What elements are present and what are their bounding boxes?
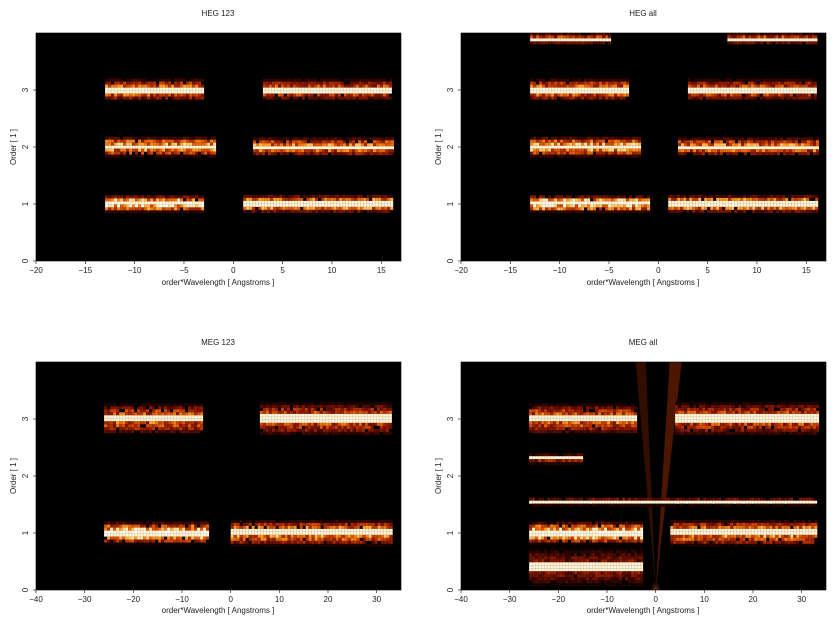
x-tick-label: −20	[127, 595, 141, 604]
band-order-1	[230, 519, 393, 547]
heatmap-cells	[105, 78, 394, 216]
plot-area	[36, 362, 401, 590]
heatmap-cells	[530, 33, 819, 216]
y-tick-label: 0	[446, 587, 455, 592]
y-axis-label: Order [ 1 ]	[434, 458, 443, 494]
x-tick-label: 30	[372, 595, 381, 604]
x-tick-label: −30	[78, 595, 92, 604]
x-tick-label: 20	[324, 595, 333, 604]
x-tick-label: −10	[175, 595, 189, 604]
zero-order-spot	[649, 564, 662, 590]
x-tick-label: 10	[275, 595, 284, 604]
band-order-0-4	[529, 547, 644, 590]
x-tick-label: −15	[79, 266, 93, 275]
y-tick-label: 0	[21, 258, 30, 263]
x-tick-label: 15	[802, 266, 811, 275]
x-tick-label: 20	[749, 595, 758, 604]
y-tick-label: 3	[446, 87, 455, 92]
band-order-3	[530, 78, 630, 103]
band-order-3-9	[727, 33, 818, 48]
x-tick-label: 10	[752, 266, 761, 275]
panel-meg-123: MEG 123 order*Wavelength [ Angstroms ] O…	[9, 338, 402, 615]
band-order-1	[530, 195, 651, 214]
band-order-2	[530, 136, 642, 158]
y-axis-label: Order [ 1 ]	[9, 129, 18, 165]
y-axis-label: Order [ 1 ]	[434, 129, 443, 165]
panel-meg-all: MEG all order*Wavelength [ Angstroms ] O…	[434, 338, 827, 615]
x-tick-label: −5	[179, 266, 189, 275]
band-order-3	[259, 401, 392, 438]
band-order-3	[687, 78, 817, 103]
x-tick-label: 10	[700, 595, 709, 604]
band-order-1	[243, 194, 394, 216]
band-order-1	[104, 521, 210, 546]
y-tick-label: 2	[21, 144, 30, 149]
x-tick-label: −40	[454, 595, 468, 604]
x-tick-label: 0	[231, 266, 236, 275]
band-order-3	[105, 78, 205, 103]
y-tick-label: 1	[446, 201, 455, 206]
x-tick-label: −5	[604, 266, 614, 275]
y-tick-label: 2	[21, 473, 30, 478]
x-axis-label: order*Wavelength [ Angstroms ]	[162, 606, 275, 615]
y-tick-label: 0	[446, 258, 455, 263]
x-tick-label: −15	[504, 266, 518, 275]
x-tick-label: −10	[553, 266, 567, 275]
y-tick-label: 1	[446, 530, 455, 535]
panel-title: MEG all	[629, 338, 658, 347]
panel-heg-123: HEG 123 order*Wavelength [ Angstroms ] O…	[9, 9, 402, 287]
x-tick-label: 5	[280, 266, 285, 275]
band-order-2	[253, 137, 394, 159]
heatmap-cells	[529, 362, 820, 590]
x-tick-label: 30	[797, 595, 806, 604]
band-order-3	[675, 401, 820, 438]
band-order-1-55	[529, 497, 818, 507]
x-tick-label: −20	[454, 266, 468, 275]
y-tick-label: 1	[21, 201, 30, 206]
y-tick-label: 3	[21, 87, 30, 92]
zero-order-streak-left	[635, 362, 656, 590]
panel-title: HEG all	[629, 9, 657, 18]
x-tick-label: −40	[29, 595, 43, 604]
band-order-3	[262, 78, 392, 103]
band-order-2	[105, 136, 217, 158]
x-tick-label: −30	[503, 595, 517, 604]
band-order-2-3	[529, 453, 584, 466]
panel-heg-all: HEG all order*Wavelength [ Angstroms ] O…	[434, 9, 827, 287]
x-tick-label: −20	[552, 595, 566, 604]
y-tick-label: 3	[21, 416, 30, 421]
band-order-1	[105, 195, 205, 214]
y-tick-label: 3	[446, 416, 455, 421]
band-order-3	[529, 403, 638, 437]
x-tick-label: −10	[600, 595, 614, 604]
band-order-3	[104, 403, 204, 437]
y-tick-label: 2	[446, 144, 455, 149]
band-order-2	[678, 137, 819, 159]
x-tick-label: 15	[377, 266, 386, 275]
y-axis-label: Order [ 1 ]	[9, 458, 18, 494]
y-tick-label: 2	[446, 473, 455, 478]
panel-title: HEG 123	[202, 9, 235, 18]
x-tick-label: 0	[228, 595, 233, 604]
panel-title: MEG 123	[201, 338, 235, 347]
y-tick-label: 0	[21, 587, 30, 592]
x-axis-label: order*Wavelength [ Angstroms ]	[162, 278, 275, 287]
x-tick-label: 5	[705, 266, 710, 275]
band-order-3-9	[530, 33, 612, 48]
x-axis-label: order*Wavelength [ Angstroms ]	[587, 606, 700, 615]
x-tick-label: 10	[327, 266, 336, 275]
x-axis-label: order*Wavelength [ Angstroms ]	[587, 278, 700, 287]
x-tick-label: 0	[656, 266, 661, 275]
band-order-1	[670, 519, 818, 547]
x-tick-label: 0	[653, 595, 658, 604]
band-order-1	[529, 521, 644, 546]
heatmap-cells	[104, 401, 393, 547]
x-tick-label: −20	[29, 266, 43, 275]
x-tick-label: −10	[128, 266, 142, 275]
band-order-1	[668, 194, 819, 216]
y-tick-label: 1	[21, 530, 30, 535]
